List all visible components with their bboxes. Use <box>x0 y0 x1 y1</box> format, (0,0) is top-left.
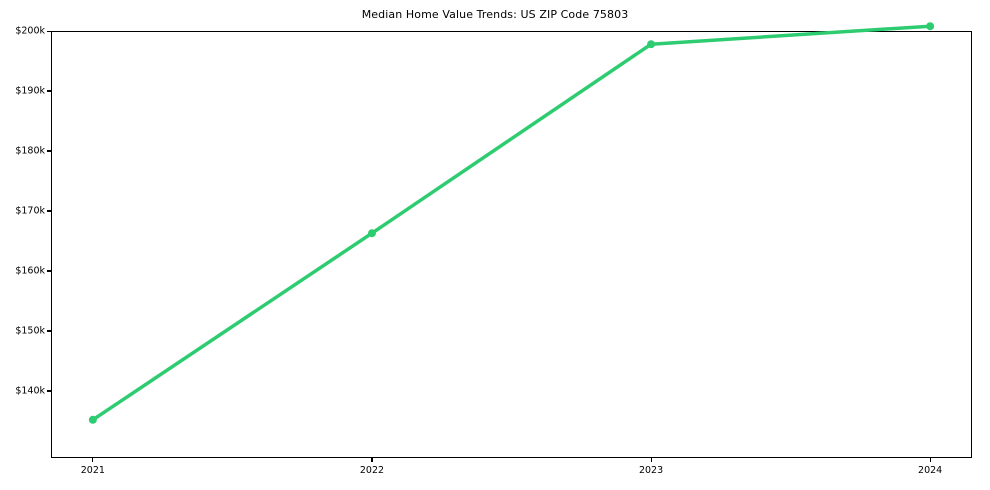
plot-area <box>51 31 972 458</box>
y-axis-tick-label: $150k <box>15 325 45 337</box>
y-axis-tick-label: $160k <box>15 265 45 277</box>
y-axis-tick-label: $200k <box>15 25 45 37</box>
y-axis-tick-label: $180k <box>15 145 45 157</box>
y-axis-tick-label: $140k <box>15 385 45 397</box>
y-axis-tick-mark <box>47 30 51 32</box>
data-point-marker <box>926 22 935 31</box>
x-axis-tick-mark <box>371 458 373 462</box>
y-axis-tick-mark <box>47 330 51 332</box>
y-axis-tick-mark <box>47 390 51 392</box>
y-axis-tick-mark <box>47 210 51 212</box>
y-axis-tick-label: $170k <box>15 205 45 217</box>
y-axis-tick-mark <box>47 270 51 272</box>
x-axis-tick-label: 2022 <box>359 465 385 476</box>
y-axis-tick-mark <box>47 150 51 152</box>
y-axis-tick-mark <box>47 90 51 92</box>
x-axis-tick-mark <box>929 458 931 462</box>
chart-title: Median Home Value Trends: US ZIP Code 75… <box>361 8 629 21</box>
x-axis-tick-label: 2024 <box>918 465 943 476</box>
x-axis-tick-mark <box>650 458 652 462</box>
x-axis-tick-label: 2023 <box>638 465 664 476</box>
x-axis-tick-label: 2021 <box>80 465 105 476</box>
x-axis-tick-mark <box>92 458 94 462</box>
y-axis-tick-label: $190k <box>15 85 45 97</box>
